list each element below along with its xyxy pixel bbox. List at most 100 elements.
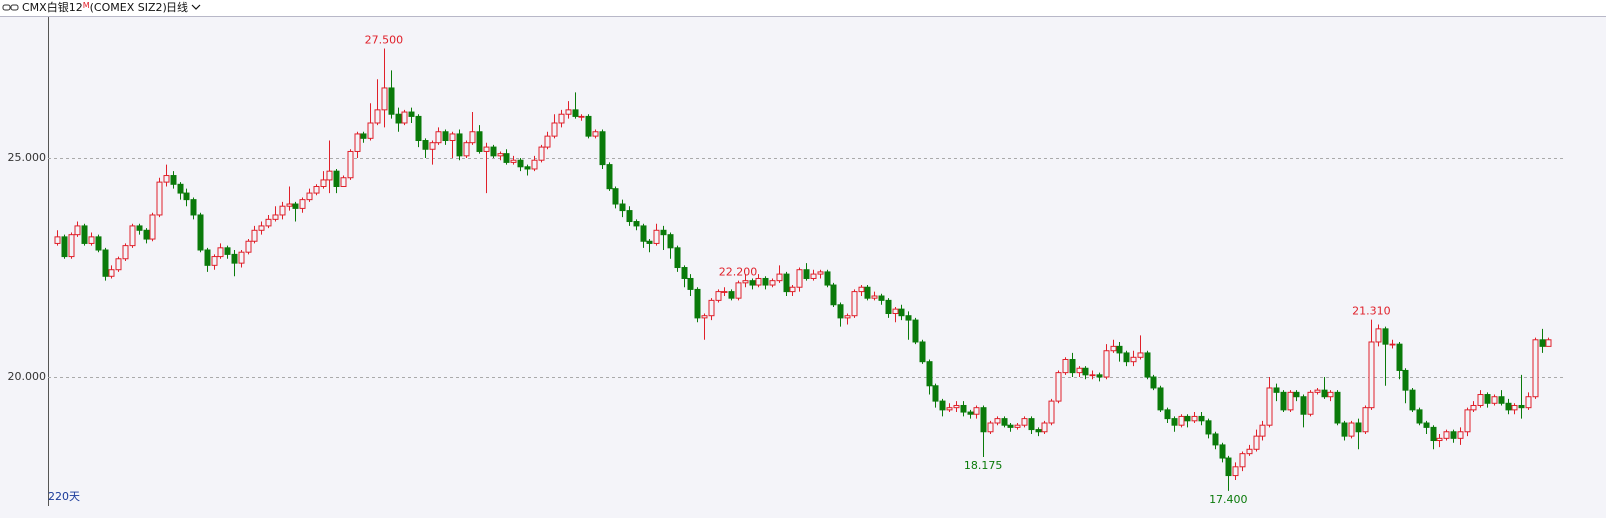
candle-body <box>789 286 796 293</box>
candle-body <box>885 299 892 315</box>
candle-body <box>1048 400 1055 424</box>
candle-body <box>1348 422 1355 437</box>
candle-body <box>973 407 980 415</box>
candle-body <box>1511 404 1518 411</box>
candle-body <box>1525 396 1532 409</box>
candle-body <box>1191 415 1198 422</box>
candle-body <box>858 286 865 293</box>
candle-body <box>878 295 885 301</box>
candle-body <box>551 122 558 137</box>
candle-body <box>1055 372 1062 402</box>
symbol: CMX白银12 <box>22 0 83 14</box>
candle-body <box>88 236 95 244</box>
candle-body <box>367 122 374 139</box>
low-annotation: 18.175 <box>964 459 1003 472</box>
link-icon[interactable] <box>2 4 19 11</box>
candle-body <box>388 87 395 115</box>
candle-body <box>190 199 197 216</box>
candle-body <box>1368 341 1375 409</box>
candle-body <box>1396 343 1403 371</box>
candle-body <box>1457 431 1464 439</box>
candle-body <box>1545 339 1552 347</box>
candle-body <box>183 192 190 201</box>
candle-body <box>129 225 136 247</box>
candle-body <box>558 113 565 124</box>
candle-body <box>108 269 115 277</box>
candle-body <box>1219 444 1226 459</box>
period-selector[interactable]: 日线 <box>166 0 188 14</box>
candle-body <box>1225 457 1232 477</box>
candle-body <box>1035 429 1042 433</box>
candle-body <box>497 153 504 157</box>
candle-body <box>1355 422 1362 433</box>
candle-body <box>1212 433 1219 446</box>
candle-body <box>476 131 483 152</box>
candle-body <box>122 245 129 260</box>
candle-body <box>728 291 735 299</box>
candle-body <box>1470 404 1477 411</box>
candle-body <box>755 277 762 286</box>
candle-body <box>415 115 422 142</box>
candle-body <box>817 271 824 275</box>
candle-body <box>803 269 810 279</box>
candle-body <box>531 159 538 170</box>
candle-body <box>1123 352 1130 363</box>
candle-body <box>837 304 844 319</box>
candle-body <box>585 115 592 137</box>
candle-body <box>1341 422 1348 437</box>
candle-body <box>769 280 776 286</box>
high-annotation: 22.200 <box>719 266 758 279</box>
candle-body <box>565 109 572 115</box>
candle-body <box>1532 339 1539 398</box>
candle-body <box>340 177 347 187</box>
candle-body <box>292 203 299 209</box>
candle-body <box>572 109 579 117</box>
candle-body <box>1028 418 1035 431</box>
candle-body <box>456 133 463 157</box>
candle-body <box>1334 391 1341 424</box>
candle-body <box>81 225 88 244</box>
candle-body <box>95 236 102 251</box>
candle-body <box>251 229 258 242</box>
candle-body <box>469 131 476 144</box>
candle-body <box>1293 391 1300 398</box>
candle-body <box>1239 453 1246 468</box>
candle-body <box>626 210 633 223</box>
candle-body <box>912 319 919 343</box>
candle-body <box>796 269 803 288</box>
candle-body <box>1436 437 1443 442</box>
candle-body <box>326 170 333 181</box>
candle-body <box>633 221 640 227</box>
candle-body <box>980 407 987 433</box>
candle-body <box>544 135 551 148</box>
candle-body <box>1477 394 1484 406</box>
candle-body <box>401 111 408 124</box>
candle-body <box>1062 358 1069 374</box>
candle-body <box>1001 418 1008 426</box>
candle-body <box>429 142 436 150</box>
candle-body <box>333 170 340 187</box>
period-dropdown-arrow[interactable] <box>191 4 201 10</box>
candle-body <box>265 218 272 227</box>
candle-body <box>1314 389 1321 393</box>
candle-body <box>217 247 224 258</box>
candle-body <box>824 271 831 286</box>
candle-body <box>1157 387 1164 411</box>
candle-body <box>1137 352 1144 358</box>
y-tick-label: 20.000 <box>8 370 47 383</box>
candle-body <box>1253 435 1260 450</box>
bar-count: 220天 <box>48 490 80 503</box>
candle-body <box>1491 396 1498 404</box>
candle-body <box>1518 404 1525 409</box>
candle-body <box>1082 367 1089 376</box>
candle-body <box>483 146 490 152</box>
candle-body <box>490 146 497 157</box>
candle-body <box>279 205 286 216</box>
candle-body <box>299 199 306 209</box>
candle-body <box>606 164 613 190</box>
candle-body <box>170 175 177 185</box>
candle-body <box>646 240 653 244</box>
candle-body <box>374 109 381 124</box>
candle-body <box>1375 328 1382 343</box>
